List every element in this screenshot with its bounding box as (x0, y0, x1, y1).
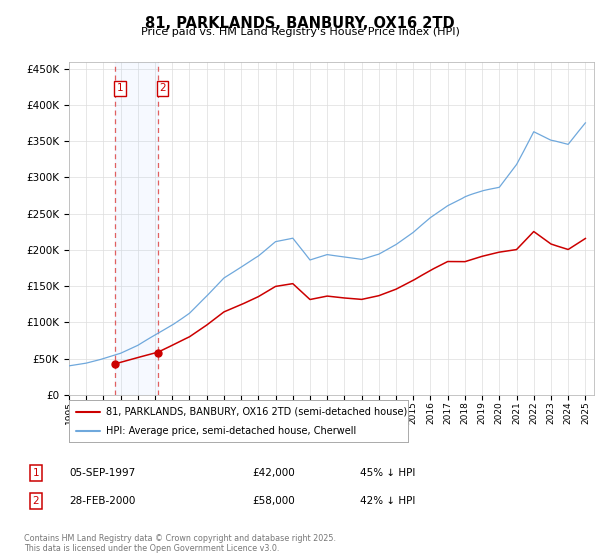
Text: 2: 2 (159, 83, 166, 94)
Text: 05-SEP-1997: 05-SEP-1997 (69, 468, 135, 478)
Text: 81, PARKLANDS, BANBURY, OX16 2TD: 81, PARKLANDS, BANBURY, OX16 2TD (145, 16, 455, 31)
Text: 1: 1 (116, 83, 123, 94)
Text: Price paid vs. HM Land Registry's House Price Index (HPI): Price paid vs. HM Land Registry's House … (140, 27, 460, 37)
Bar (115, 62, 158, 395)
Text: 81, PARKLANDS, BANBURY, OX16 2TD (semi-detached house): 81, PARKLANDS, BANBURY, OX16 2TD (semi-d… (106, 407, 407, 417)
Text: £42,000: £42,000 (252, 468, 295, 478)
Text: £58,000: £58,000 (252, 496, 295, 506)
Text: HPI: Average price, semi-detached house, Cherwell: HPI: Average price, semi-detached house,… (106, 426, 356, 436)
Text: 42% ↓ HPI: 42% ↓ HPI (360, 496, 415, 506)
Text: 45% ↓ HPI: 45% ↓ HPI (360, 468, 415, 478)
Text: 1: 1 (32, 468, 40, 478)
Text: Contains HM Land Registry data © Crown copyright and database right 2025.
This d: Contains HM Land Registry data © Crown c… (24, 534, 336, 553)
Text: 28-FEB-2000: 28-FEB-2000 (69, 496, 136, 506)
Text: 2: 2 (32, 496, 40, 506)
